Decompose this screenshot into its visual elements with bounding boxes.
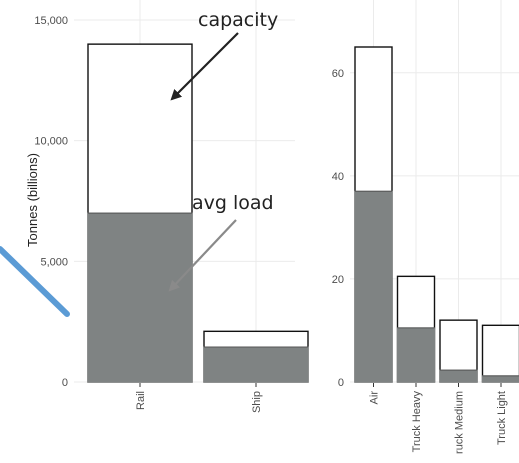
y-tick-label: 0 (338, 377, 344, 389)
avg-load-bar (87, 212, 193, 383)
y-tick-label: 0 (62, 377, 68, 389)
capacity-annotation: capacity (198, 9, 278, 31)
avg-load-bar (482, 375, 519, 383)
y-axis-label: Tonnes (billions) (25, 153, 40, 247)
avg-load-bar (354, 190, 393, 383)
bars-layer (87, 43, 519, 383)
capacity-bar (481, 324, 519, 383)
avg-load-annotation: avg load (192, 192, 274, 214)
x-tick-label: ruck Medium (454, 391, 466, 454)
avg-load-arrow (168, 219, 237, 292)
ticks-layer: 0 5,000 10,000 15,000 Rail Ship 0 20 40 60 Air Truc… (34, 15, 508, 454)
y-tick-label: 60 (332, 68, 344, 80)
x-tick-label: Air (369, 391, 381, 405)
x-tick-label: Truck Light (496, 391, 508, 445)
accent-slash (0, 246, 70, 317)
capacity-arrow (170, 32, 239, 101)
avg-load-bar (397, 327, 435, 383)
avg-load-bar (203, 346, 309, 383)
x-tick-label: Truck Heavy (411, 391, 423, 453)
y-tick-label: 15,000 (34, 15, 68, 27)
y-tick-label: 40 (332, 171, 344, 183)
x-tick-label: Ship (251, 391, 263, 413)
y-tick-label: 5,000 (40, 256, 68, 268)
avg-load-bar (439, 369, 478, 383)
y-tick-label: 20 (332, 274, 344, 286)
y-tick-label: 10,000 (34, 136, 68, 148)
x-tick-label: Rail (135, 391, 147, 410)
annotation-arrows (0, 32, 239, 317)
